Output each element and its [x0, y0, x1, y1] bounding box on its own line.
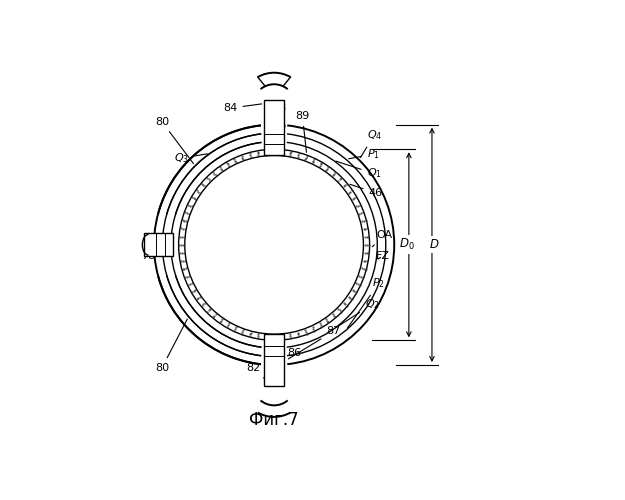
- Bar: [264, 334, 284, 386]
- Text: 84: 84: [223, 103, 262, 113]
- Bar: [144, 233, 173, 256]
- Text: 82: 82: [246, 363, 268, 382]
- Bar: [264, 100, 284, 156]
- Text: OA: OA: [372, 230, 392, 246]
- Text: 87: 87: [288, 326, 341, 359]
- Text: 78: 78: [141, 245, 156, 262]
- Text: 86: 86: [280, 348, 302, 365]
- Circle shape: [185, 156, 363, 334]
- Text: 89: 89: [295, 111, 309, 152]
- Text: $Q_3$: $Q_3$: [174, 152, 208, 165]
- Circle shape: [189, 160, 359, 330]
- Text: FZ: FZ: [376, 252, 390, 262]
- Text: 80: 80: [155, 116, 194, 164]
- Text: $D$: $D$: [429, 238, 439, 252]
- Text: $Q_1$: $Q_1$: [336, 161, 381, 180]
- Text: $P_1$: $P_1$: [349, 148, 379, 161]
- Text: 88: 88: [272, 103, 286, 126]
- Text: $D_0$: $D_0$: [399, 238, 415, 252]
- Text: Фиг.7: Фиг.7: [249, 411, 299, 429]
- Text: 46: 46: [350, 184, 382, 198]
- Circle shape: [179, 150, 369, 340]
- Text: $P_2$: $P_2$: [348, 276, 385, 328]
- Text: $Q_2$: $Q_2$: [336, 298, 379, 328]
- Text: $Q_4$: $Q_4$: [361, 128, 382, 158]
- Text: 80: 80: [155, 319, 188, 373]
